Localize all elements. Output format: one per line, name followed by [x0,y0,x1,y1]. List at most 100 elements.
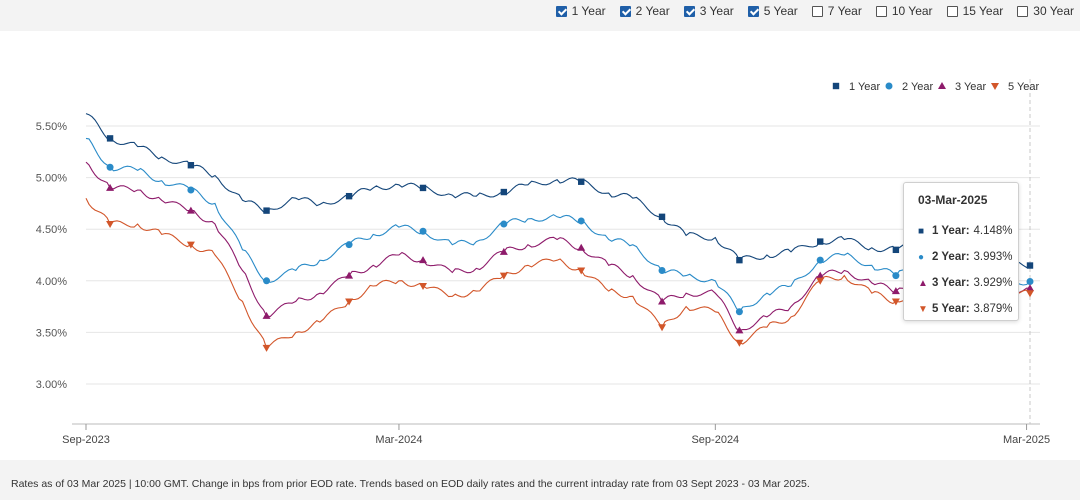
tenor-checkbox[interactable] [1017,5,1029,17]
data-point [1026,290,1034,298]
data-point [106,183,115,191]
x-tick-label: Mar-2025 [1003,434,1050,446]
data-point [578,178,585,185]
y-tick-label: 3.50% [36,327,67,339]
y-tick-label: 5.00% [36,173,67,185]
legend-label: 3 Year [955,81,987,93]
data-point [1026,262,1034,269]
tooltip-marker-icon: ▲ [918,277,928,289]
tooltip-marker-icon: ■ [918,225,925,237]
data-point [817,238,824,245]
legend-label: 2 Year [902,81,934,93]
footer-note: Rates as of 03 Mar 2025 | 10:00 GMT. Cha… [11,478,810,490]
tenor-label: 7 Year [827,4,862,18]
tenor-label: 3 Year [699,4,734,18]
tenor-checkbox[interactable] [555,5,567,17]
legend-marker [885,82,893,90]
tooltip-row: ▲ 3 Year:3.929% [918,277,1013,289]
x-tick-label: Mar-2024 [375,434,422,446]
y-tick-label: 3.00% [36,379,67,391]
data-point [345,271,354,279]
tenor-label: 15 Year [962,4,1004,18]
series-line-5-year [85,197,1031,349]
hover-tooltip: 03-Mar-2025 ■ 1 Year:4.148% ● 2 Year:3.993%… [903,182,1019,321]
tenor-toggle-3-year[interactable]: 3 Year [683,4,734,18]
data-point [735,308,743,316]
tooltip-row: ● 2 Year:3.993% [918,251,1013,263]
chart-panel: 3.00% 3.50% 4.00% 4.50% 5.00% 5.50% Sep-2023 Ma… [0,31,1080,460]
data-point [892,272,900,280]
data-point [816,256,824,264]
tenor-toggle-30-year[interactable]: 30 Year [1017,4,1074,18]
series-line-3-year [85,161,1031,331]
data-point [263,207,270,214]
tenor-toggle-1-year[interactable]: 1 Year [555,4,606,18]
data-point [658,266,666,274]
tooltip-series-name: 2 Year [932,251,966,263]
series-line-1-year [85,113,1031,269]
tenor-selector: 1 Year 2 Year 3 Year 5 Year 7 Year 10 Year 15 … [542,0,1080,22]
legend-label: 5 Year [1008,81,1040,93]
data-point [500,188,508,196]
tooltip-series-name: 5 Year [932,303,966,315]
tenor-label: 2 Year [635,4,670,18]
data-point [577,243,586,251]
x-tick-label: Sep-2023 [62,434,110,446]
data-point [891,287,900,295]
tooltip-series-value: 3.879% [973,303,1013,315]
data-point [892,246,900,254]
rate-history-chart: 3.00% 3.50% 4.00% 4.50% 5.00% 5.50% Sep-2023 Ma… [36,79,1050,446]
data-point [262,311,271,319]
data-point [1026,278,1034,286]
tenor-checkbox[interactable] [811,5,823,17]
legend-marker [938,82,946,89]
tenor-toggle-10-year[interactable]: 10 Year [875,4,933,18]
y-tick-label: 4.00% [36,276,67,288]
tooltip-row: ▼ 5 Year:3.879% [918,303,1013,315]
data-point [658,324,667,332]
data-point [106,135,114,142]
tenor-checkbox[interactable] [747,5,759,17]
data-point [499,247,508,255]
data-point [735,326,744,334]
tenor-toggle-15-year[interactable]: 15 Year [946,4,1004,18]
tooltip-series-value: 3.929% [973,277,1013,289]
tenor-checkbox[interactable] [683,5,695,17]
data-point [263,277,271,285]
data-point [658,297,667,305]
tooltip-series-value: 3.993% [973,251,1013,263]
data-point [187,162,195,169]
data-point [345,298,354,306]
data-point [345,241,353,249]
tooltip-series-name: 1 Year [932,225,966,237]
data-point [419,227,427,235]
legend-label: 1 Year [849,81,881,93]
legend-marker [832,82,840,90]
tenor-toggle-7-year[interactable]: 7 Year [811,4,862,18]
data-point [658,213,666,221]
data-point [736,256,743,264]
data-point [735,339,744,347]
y-tick-label: 4.50% [36,224,67,236]
data-point [106,163,114,171]
data-point [186,206,195,214]
tenor-checkbox[interactable] [875,5,887,17]
data-point [577,217,585,225]
tenor-toggle-2-year[interactable]: 2 Year [619,4,670,18]
tenor-label: 30 Year [1033,4,1074,18]
tooltip-row: ■ 1 Year:4.148% [918,225,1013,237]
data-point [891,298,900,306]
tenor-checkbox[interactable] [619,5,631,17]
tooltip-marker-icon: ▼ [918,303,928,315]
y-tick-label: 5.50% [36,121,67,133]
tooltip-date: 03-Mar-2025 [918,193,988,207]
data-point [106,221,115,229]
data-point [816,271,825,279]
tenor-checkbox[interactable] [946,5,958,17]
legend-marker [991,83,999,90]
tooltip-marker-icon: ● [918,251,925,263]
series-line-2-year [85,137,1031,313]
data-point [345,192,353,200]
data-point [499,272,508,280]
tenor-toggle-5-year[interactable]: 5 Year [747,4,798,18]
